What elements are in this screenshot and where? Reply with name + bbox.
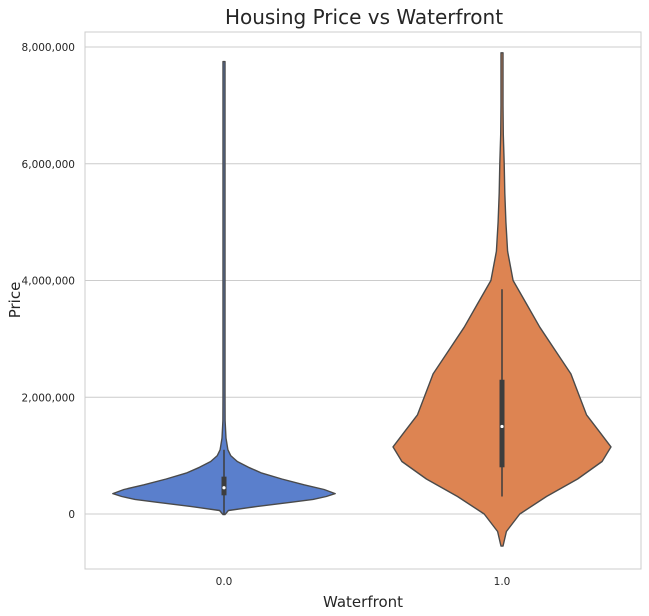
x-ticks: 0.0 1.0 xyxy=(216,576,511,588)
y-tick-label: 2,000,000 xyxy=(22,392,75,404)
violins xyxy=(112,52,612,547)
chart-title: Housing Price vs Waterfront xyxy=(225,5,503,29)
y-tick-label: 4,000,000 xyxy=(22,276,75,288)
y-tick-label: 8,000,000 xyxy=(22,42,75,54)
violin-iqr-box xyxy=(221,476,227,496)
violin-iqr-box xyxy=(499,379,505,468)
y-tick-label: 6,000,000 xyxy=(22,159,75,171)
violin-body xyxy=(112,60,336,516)
x-tick-label: 0.0 xyxy=(216,576,233,588)
plot-frame xyxy=(84,31,642,570)
y-ticks: 0 2,000,000 4,000,000 6,000,000 8,000,000 xyxy=(22,42,75,521)
y-axis-label: Price xyxy=(6,282,24,319)
x-tick-label: 1.0 xyxy=(494,576,511,588)
violin-median xyxy=(500,424,504,429)
x-axis-label: Waterfront xyxy=(323,593,403,611)
y-tick-label: 0 xyxy=(68,509,75,521)
violin-median xyxy=(222,486,226,490)
